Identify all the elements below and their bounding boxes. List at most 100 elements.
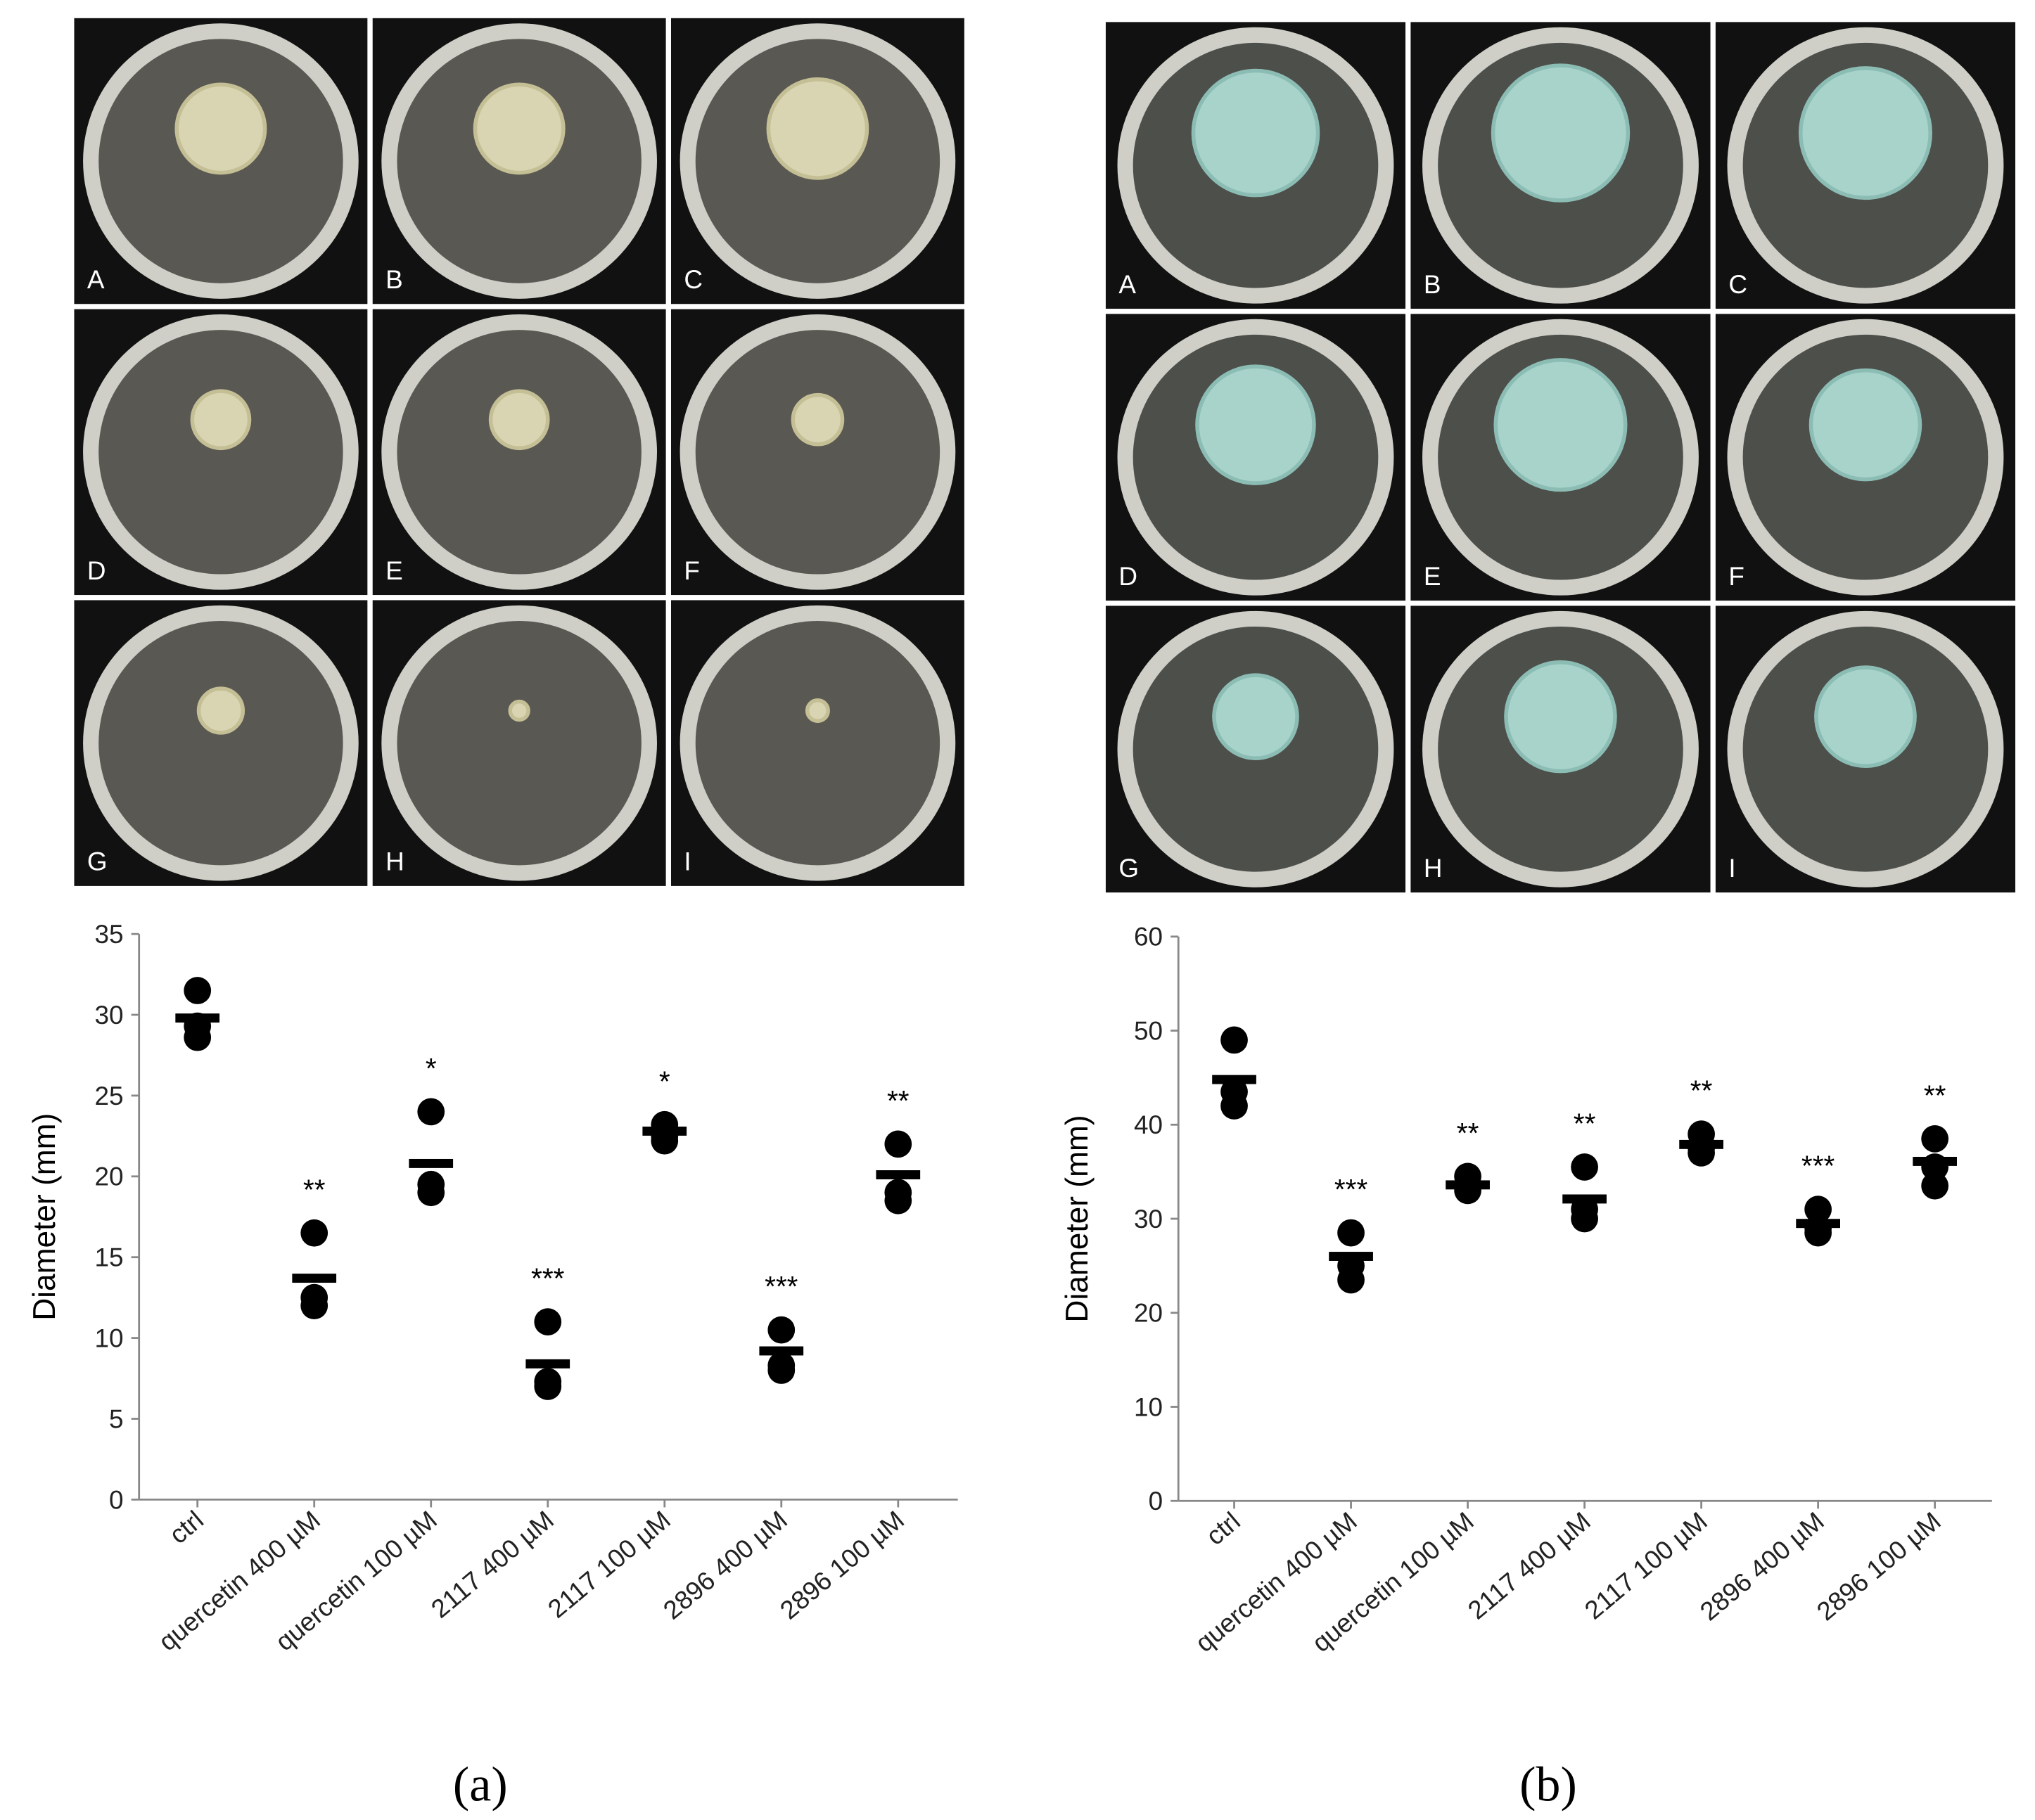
data-point bbox=[1921, 1172, 1949, 1200]
data-point bbox=[300, 1292, 328, 1320]
dish bbox=[397, 330, 642, 575]
dish bbox=[695, 330, 940, 575]
mean-bar bbox=[1796, 1219, 1840, 1229]
data-point bbox=[184, 977, 212, 1004]
data-point bbox=[184, 1023, 212, 1051]
data-point bbox=[534, 1368, 562, 1396]
significance: ** bbox=[1574, 1108, 1596, 1140]
plate-label: I bbox=[684, 847, 691, 876]
y-tick-label: 20 bbox=[95, 1162, 124, 1191]
plate-label: B bbox=[385, 265, 403, 294]
mean-bar bbox=[409, 1158, 454, 1168]
mean-bar bbox=[759, 1346, 804, 1356]
x-tick-label: 2896 400 µM bbox=[658, 1505, 793, 1624]
significance: ** bbox=[887, 1084, 910, 1117]
plate-label: F bbox=[1728, 562, 1744, 591]
y-tick-label: 10 bbox=[95, 1324, 124, 1353]
y-tick-label: 20 bbox=[1134, 1299, 1163, 1328]
y-tick-label: 10 bbox=[1134, 1392, 1163, 1421]
significance: *** bbox=[765, 1270, 798, 1302]
plate-label: D bbox=[87, 556, 106, 585]
colony bbox=[1798, 66, 1932, 200]
data-point bbox=[1571, 1153, 1598, 1181]
x-tick-label: ctrl bbox=[1201, 1506, 1246, 1551]
data-point bbox=[884, 1186, 912, 1215]
mean-bar bbox=[876, 1170, 921, 1179]
mean-bar bbox=[1212, 1075, 1256, 1084]
significance: ** bbox=[1924, 1079, 1946, 1111]
dish bbox=[98, 620, 343, 866]
data-point bbox=[417, 1098, 445, 1126]
plate-label: E bbox=[1424, 562, 1441, 591]
significance: * bbox=[426, 1052, 437, 1084]
significance: ** bbox=[1457, 1117, 1479, 1149]
colony bbox=[473, 82, 566, 175]
x-tick-label: 2117 400 µM bbox=[1462, 1506, 1596, 1625]
y-tick-label: 25 bbox=[95, 1082, 124, 1110]
data-point bbox=[534, 1308, 562, 1335]
x-tick-label: 2896 100 µM bbox=[774, 1505, 910, 1624]
colony bbox=[766, 77, 869, 180]
dish bbox=[98, 330, 343, 575]
mean-bar bbox=[1913, 1156, 1958, 1166]
data-point bbox=[767, 1316, 796, 1344]
plate-label: C bbox=[684, 265, 703, 294]
y-tick-label: 30 bbox=[95, 1001, 124, 1030]
y-tick-label: 40 bbox=[1134, 1110, 1163, 1139]
colony bbox=[1493, 358, 1628, 492]
plate-label: E bbox=[385, 556, 403, 585]
plate-label: H bbox=[1424, 854, 1443, 883]
mean-bar bbox=[1329, 1252, 1373, 1261]
dish bbox=[695, 620, 940, 866]
y-tick-label: 0 bbox=[109, 1485, 124, 1514]
data-point bbox=[1337, 1219, 1365, 1247]
colony bbox=[791, 392, 845, 447]
colony bbox=[1814, 665, 1917, 769]
mean-bar bbox=[292, 1274, 337, 1283]
y-axis-label: Diameter (mm) bbox=[1060, 1115, 1095, 1322]
plate-label: C bbox=[1728, 270, 1747, 299]
mean-bar bbox=[642, 1127, 687, 1136]
colony bbox=[508, 699, 530, 722]
x-tick-label: 2117 100 µM bbox=[1579, 1506, 1713, 1625]
mean-bar bbox=[525, 1359, 570, 1369]
colony bbox=[488, 389, 550, 451]
data-point bbox=[1337, 1266, 1365, 1294]
data-point bbox=[1804, 1196, 1832, 1224]
significance: *** bbox=[1334, 1173, 1368, 1205]
data-point bbox=[417, 1179, 445, 1207]
y-axis-label: Diameter (mm) bbox=[27, 1113, 62, 1321]
plate-label: A bbox=[87, 265, 105, 294]
plate-label: A bbox=[1118, 270, 1136, 299]
mean-bar bbox=[1446, 1180, 1490, 1190]
significance: * bbox=[659, 1065, 670, 1097]
plate-label: F bbox=[684, 556, 700, 585]
data-point bbox=[1921, 1124, 1949, 1153]
y-tick-label: 5 bbox=[109, 1404, 124, 1433]
y-tick-label: 50 bbox=[1134, 1016, 1163, 1045]
significance: ** bbox=[303, 1173, 326, 1205]
y-tick-label: 30 bbox=[1134, 1205, 1163, 1233]
colony bbox=[190, 389, 252, 451]
colony bbox=[805, 698, 830, 724]
data-point bbox=[884, 1130, 912, 1158]
y-tick-label: 35 bbox=[95, 920, 124, 949]
colony bbox=[1212, 673, 1299, 760]
mean-bar bbox=[1562, 1194, 1607, 1204]
panel-label: (b) bbox=[1519, 1757, 1577, 1812]
colony bbox=[1808, 368, 1922, 482]
panel-label: (a) bbox=[453, 1757, 508, 1812]
mean-bar bbox=[175, 1013, 220, 1023]
mean-bar bbox=[1679, 1139, 1723, 1149]
y-tick-label: 15 bbox=[95, 1243, 124, 1272]
data-point bbox=[1571, 1205, 1598, 1233]
colony bbox=[1491, 63, 1631, 203]
plate-label: I bbox=[1728, 854, 1735, 883]
colony bbox=[196, 686, 245, 735]
x-tick-label: 2896 400 µM bbox=[1695, 1506, 1830, 1626]
y-tick-label: 0 bbox=[1149, 1487, 1163, 1515]
significance: *** bbox=[1801, 1150, 1835, 1182]
data-point bbox=[1220, 1092, 1248, 1120]
